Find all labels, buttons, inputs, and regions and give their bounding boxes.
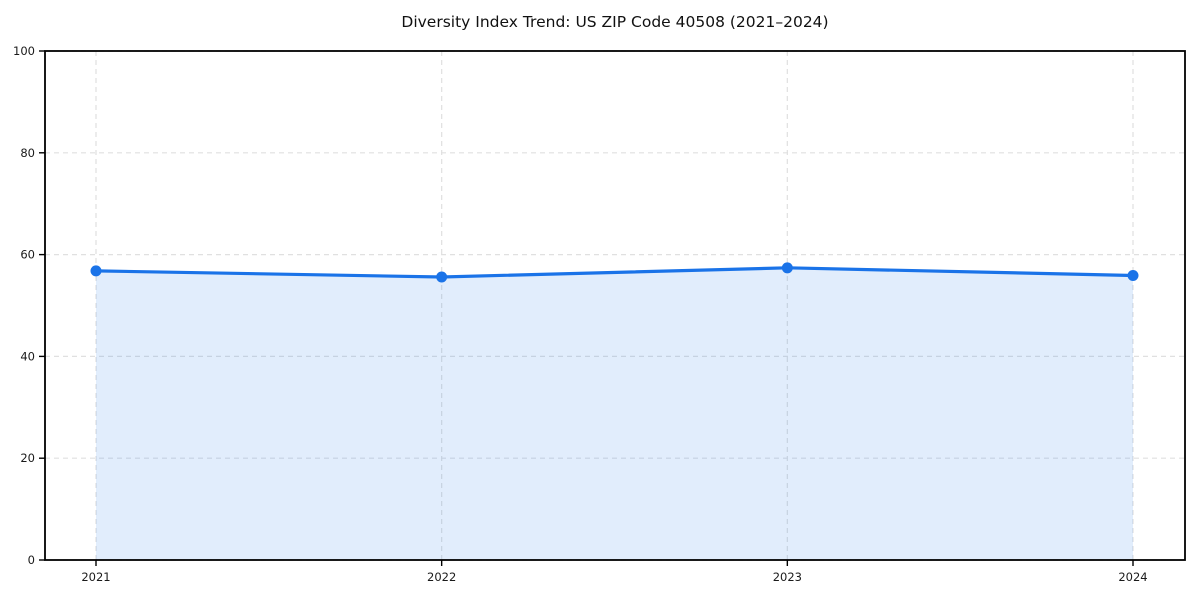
- x-tick-label: 2023: [773, 570, 802, 584]
- x-tick-label: 2024: [1118, 570, 1147, 584]
- data-point-2022: [436, 271, 448, 283]
- y-tick-label: 40: [20, 349, 35, 363]
- plot-border: [44, 50, 1186, 561]
- x-tick-label: 2022: [427, 570, 456, 584]
- y-tick-label: 80: [20, 146, 35, 160]
- y-tick-label: 100: [13, 44, 35, 58]
- area-fill: [96, 267, 1133, 560]
- chart-title: Diversity Index Trend: US ZIP Code 40508…: [401, 13, 829, 31]
- x-tick-label: 2021: [81, 570, 110, 584]
- data-point-2021: [90, 265, 102, 277]
- y-tick-label: 0: [28, 553, 35, 567]
- y-tick-label: 20: [20, 451, 35, 465]
- data-point-2024: [1127, 269, 1139, 281]
- y-tick-label: 60: [20, 248, 35, 262]
- data-point-2023: [781, 262, 793, 274]
- trend-line: [94, 266, 1135, 279]
